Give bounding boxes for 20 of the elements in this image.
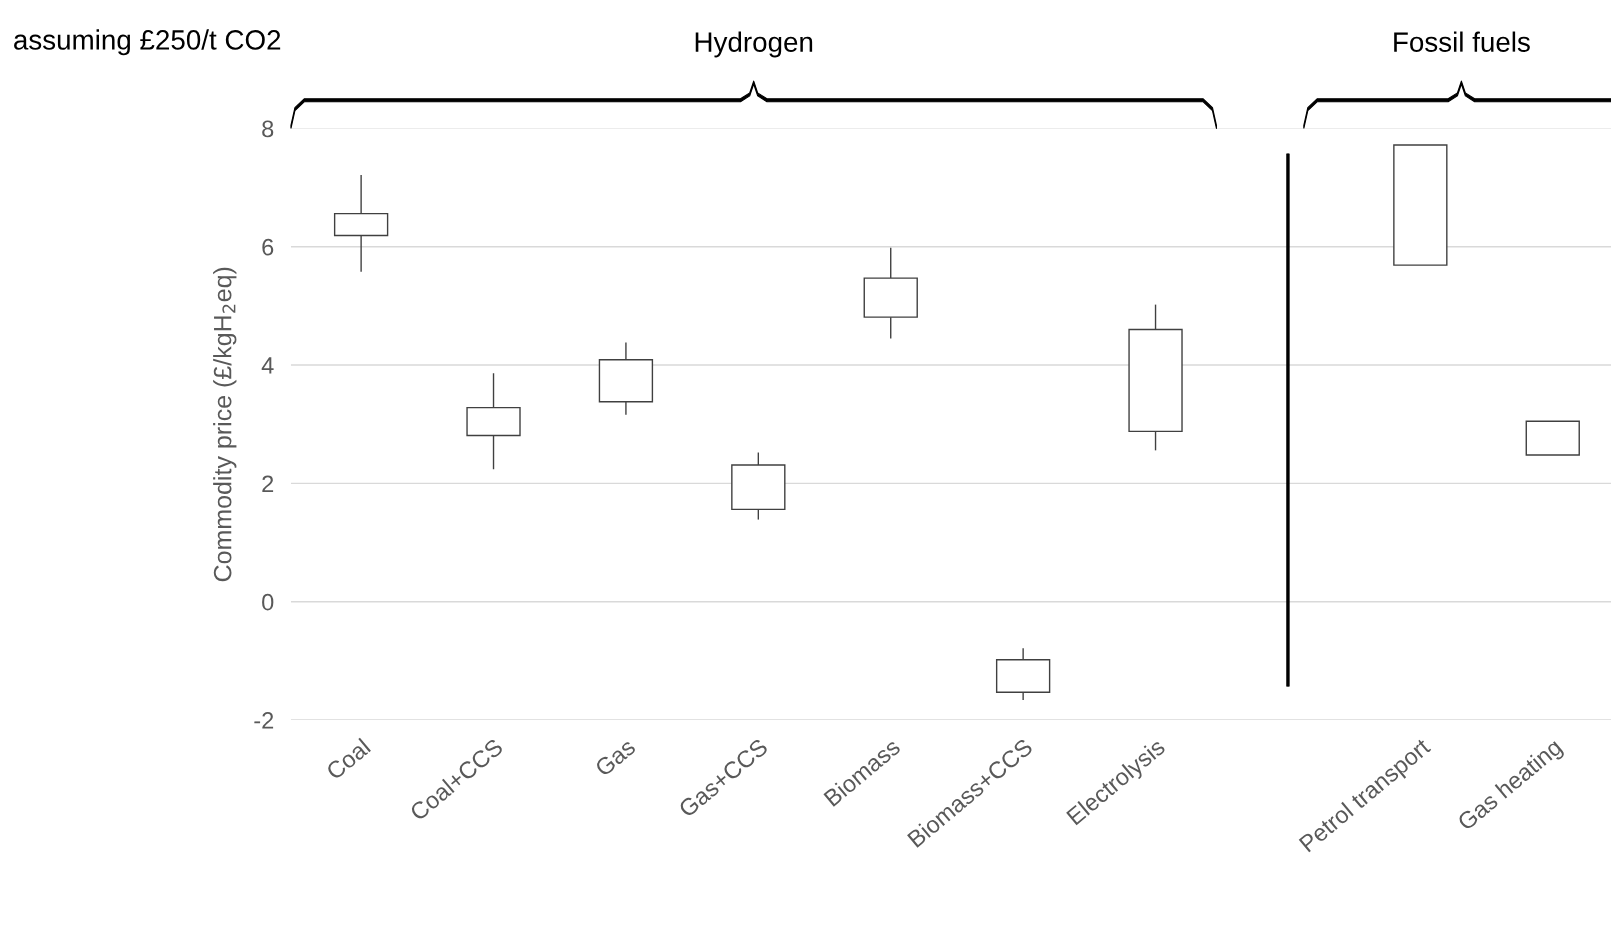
candlestick xyxy=(863,247,918,339)
candlestick xyxy=(995,648,1051,701)
candlestick xyxy=(466,373,521,470)
x-tick-label: Coal xyxy=(324,737,372,781)
y-tick-label: 6 xyxy=(262,238,274,256)
y-tick-label: 0 xyxy=(262,593,274,611)
candlestick xyxy=(1525,420,1580,456)
y-tick-label: 4 xyxy=(261,357,274,374)
candlestick xyxy=(598,342,654,415)
chart-title: assuming £250/t CO2 xyxy=(14,29,281,56)
candlestick xyxy=(1128,304,1183,451)
candlestick xyxy=(333,175,389,272)
text: Fossil fuels xyxy=(1394,31,1530,52)
y-tick-label: -2 xyxy=(254,712,274,729)
candlestick xyxy=(1393,144,1448,266)
y-axis-title: Commodity price (£/kgH$_{2}$eq) xyxy=(213,267,237,582)
text: Hydrogen xyxy=(695,31,813,58)
x-tick-label: Gas xyxy=(594,737,637,778)
y-tick-label: 8 xyxy=(262,120,274,138)
y-tick-label: 2 xyxy=(262,475,274,492)
